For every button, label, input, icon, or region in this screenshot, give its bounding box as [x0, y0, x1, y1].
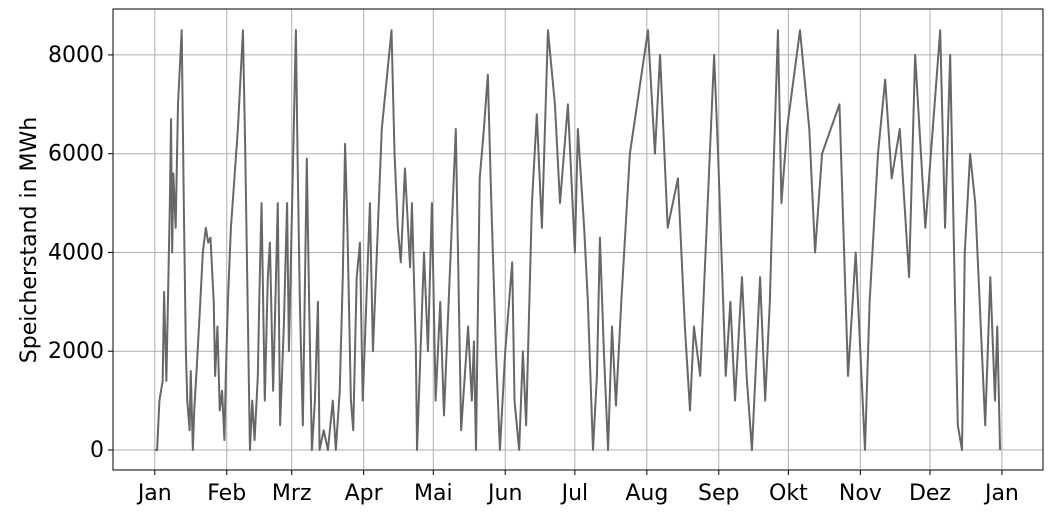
x-tick-label: Mrz [272, 481, 312, 506]
x-tick-label: Jan [983, 481, 1019, 506]
y-tick-label: 8000 [48, 43, 104, 68]
y-tick-label: 0 [90, 438, 104, 463]
x-tick-label: Dez [909, 481, 951, 506]
x-tick-label: Mai [414, 481, 453, 506]
y-tick-label: 6000 [48, 142, 104, 167]
x-tick-label: Jun [486, 481, 522, 506]
x-tick-label: Apr [345, 481, 384, 506]
y-axis-label: Speicherstand in MWh [17, 117, 42, 363]
x-tick-label: Nov [839, 481, 882, 506]
plot-frame [112, 8, 1044, 471]
x-tick-label: Feb [207, 481, 246, 506]
y-tick-label: 2000 [48, 339, 104, 364]
x-tick-label: Okt [769, 481, 808, 506]
y-tick-label: 4000 [48, 240, 104, 265]
x-tick-label: Jul [560, 481, 589, 506]
data-line [154, 29, 1002, 451]
x-tick-label: Jan [136, 481, 172, 506]
x-tick-label: Sep [698, 481, 739, 506]
x-tick-label: Aug [625, 481, 668, 506]
